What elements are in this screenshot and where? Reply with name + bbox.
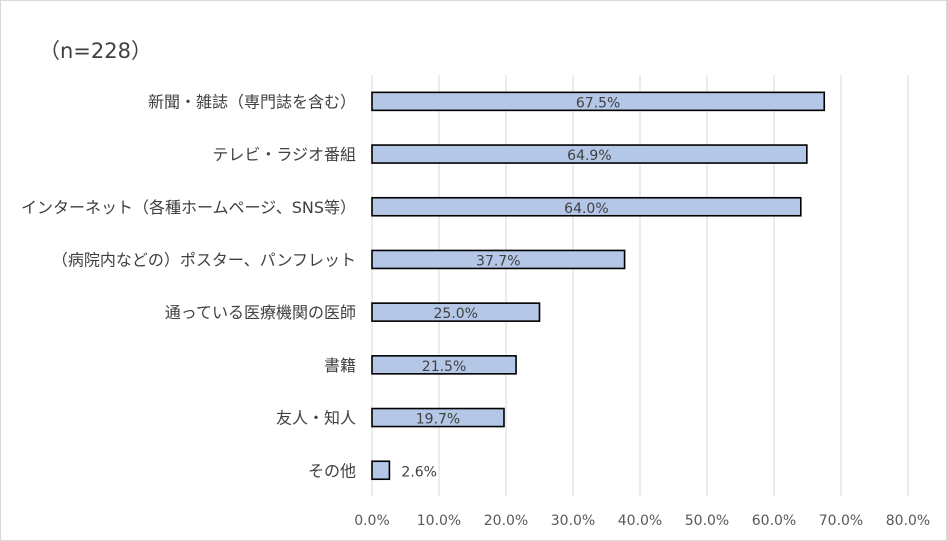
x-tick-label: 30.0% (551, 513, 595, 529)
data-label: 64.9% (567, 148, 611, 164)
data-label: 21.5% (422, 359, 466, 375)
x-tick-label: 60.0% (752, 513, 796, 529)
data-labels: 67.5% 64.9% 64.0% 37.7% 25.0% 21.5% 19.7% 2.6% (401, 95, 620, 480)
sample-size-note: （n=228） (39, 39, 152, 63)
data-label: 37.7% (476, 253, 520, 269)
gridlines (371, 75, 909, 496)
bar (371, 144, 808, 164)
data-label: 25.0% (434, 306, 478, 322)
category-label: 書籍 (324, 356, 356, 375)
x-tick-label: 20.0% (484, 513, 528, 529)
bar (371, 302, 541, 322)
category-labels: 新聞・雑誌（専門誌を含む） テレビ・ラジオ番組インターネット（各種ホームページ、S… (21, 92, 356, 480)
category-label: テレビ・ラジオ番組 (212, 145, 356, 164)
bar (371, 407, 505, 428)
bar (371, 91, 826, 112)
bars (371, 91, 826, 481)
data-label: 2.6% (401, 464, 437, 480)
bar (371, 460, 391, 481)
bar (371, 249, 626, 270)
x-tick-label: 0.0% (354, 513, 390, 529)
data-label: 64.0% (564, 201, 608, 217)
x-tick-label: 50.0% (685, 513, 729, 529)
category-label: 友人・知人 (276, 409, 356, 428)
x-tick-label: 80.0% (886, 513, 930, 529)
x-axis-tick-labels: 0.0% 10.0% 20.0% 30.0% 40.0% 50.0% 60.0% 70.0% 8… (354, 513, 930, 529)
data-label: 67.5% (576, 95, 620, 111)
x-tick-label: 10.0% (417, 513, 461, 529)
bar (371, 355, 517, 375)
x-tick-label: 40.0% (618, 513, 662, 529)
category-label: 新聞・雑誌（専門誌を含む） (148, 92, 356, 111)
x-tick-label: 70.0% (819, 513, 863, 529)
bar (371, 196, 802, 217)
category-label: 通っている医療機関の医師 (165, 303, 356, 322)
data-label: 19.7% (416, 412, 460, 428)
category-label: （病院内などの）ポスター、パンフレット (52, 250, 356, 269)
category-label: その他 (308, 461, 356, 480)
category-label: インターネット（各種ホームページ、SNS等） (21, 198, 356, 217)
